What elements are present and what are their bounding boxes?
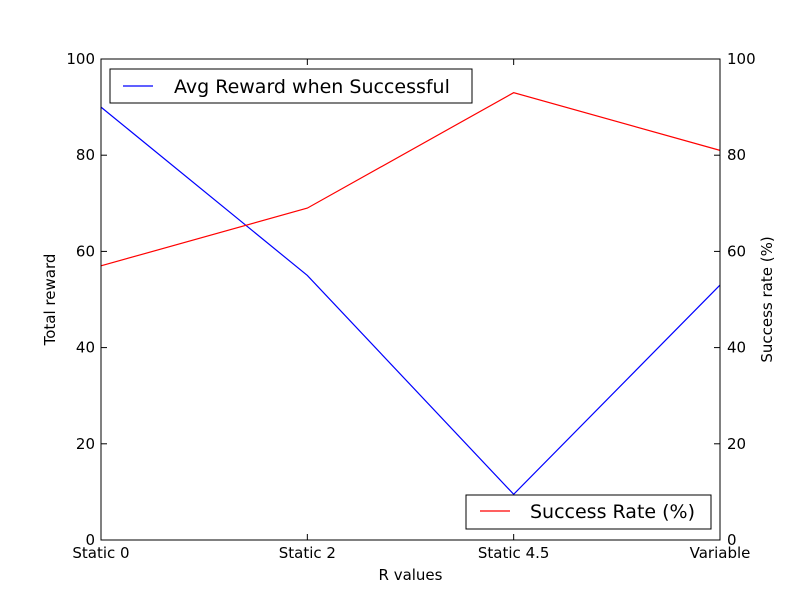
y-tick-label: 20 — [76, 435, 95, 453]
legend-success-rate: Success Rate (%) — [465, 494, 712, 530]
y-tick-label: 60 — [76, 242, 95, 260]
y-tick-label: 40 — [76, 339, 95, 357]
x-tick-label: Variable — [690, 544, 751, 562]
legend-success-rate-label: Success Rate (%) — [530, 501, 695, 523]
ticks — [100, 58, 721, 541]
y2-tick-label: 100 — [727, 50, 756, 68]
legend-avg-reward-label: Avg Reward when Successful — [174, 76, 450, 98]
plot-frame — [100, 58, 721, 541]
plot-lines — [100, 92, 721, 496]
y2-tick-label: 60 — [727, 242, 746, 260]
y-tick-label: 0 — [85, 531, 95, 549]
legend-avg-reward: Avg Reward when Successful — [109, 68, 473, 104]
x-tick-label: Static 2 — [279, 544, 336, 562]
y2-tick-label: 0 — [727, 531, 737, 549]
x-tick-label: Static 0 — [72, 544, 129, 562]
y-tick-label: 100 — [66, 50, 95, 68]
series-line-success-rate — [100, 92, 721, 267]
y-axis-label: Total reward — [41, 254, 59, 347]
y2-tick-label: 20 — [727, 435, 746, 453]
tick-labels: Static 0 Static 2 Static 4.5 Variable020406… — [66, 50, 755, 562]
y-tick-label: 80 — [76, 146, 95, 164]
series-line-avg-reward — [100, 106, 721, 496]
x-axis-label: R values — [379, 566, 443, 584]
x-tick-label: Static 4.5 — [478, 544, 550, 562]
y2-tick-label: 40 — [727, 339, 746, 357]
y2-axis-label: Success rate (%) — [758, 236, 776, 362]
y2-tick-label: 80 — [727, 146, 746, 164]
